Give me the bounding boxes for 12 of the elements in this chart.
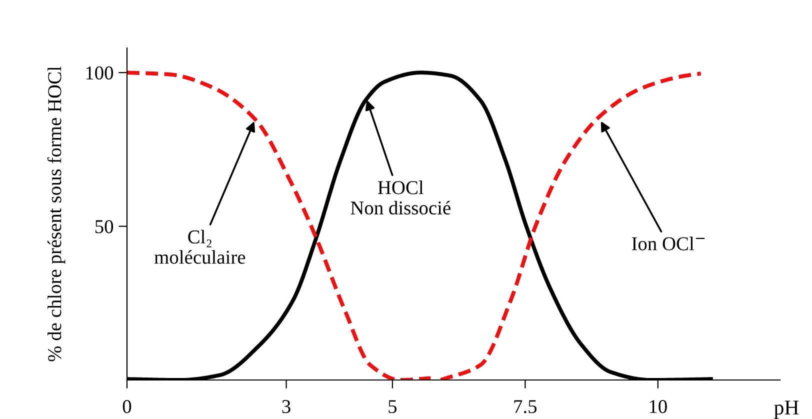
x-axis-title: pH xyxy=(774,400,799,419)
y-axis-title: % de chlore présent sous forme HOCl xyxy=(47,66,66,362)
x-tick-label: 3 xyxy=(282,400,290,414)
annotation: HOCl Non dissocié xyxy=(350,180,450,215)
annotation: Cl₂ moléculaire xyxy=(154,230,246,264)
x-tick-label: 7.5 xyxy=(514,400,537,414)
annotation: Ion OCl$^{−}$ xyxy=(632,236,705,250)
y-tick-label: 100 xyxy=(86,66,114,80)
x-tick-label: 5 xyxy=(388,400,397,414)
y-tick-label: 50 xyxy=(95,220,114,234)
x-tick-label: 10 xyxy=(650,400,667,414)
x-tick-label: 0 xyxy=(122,400,132,414)
